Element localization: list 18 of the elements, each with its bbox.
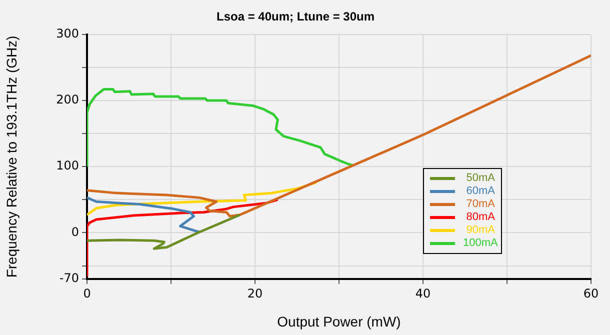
y-tick-label: -70 (59, 271, 79, 286)
y-tick-label: 100 (56, 158, 79, 173)
y-tick-label: 0 (71, 224, 79, 239)
x-tick-label: 0 (83, 286, 91, 300)
legend-label: 50mA (465, 172, 495, 185)
y-tick-label: 200 (56, 92, 79, 107)
legend-label: 80mA (465, 211, 495, 224)
y-tick-label: 300 (56, 26, 79, 41)
chart-title: Lsoa = 40um; Ltune = 30um (216, 10, 375, 24)
y-axis-title: Frequency Relative to 193.1THz (GHz) (3, 36, 20, 278)
x-tick-label: 60 (583, 286, 599, 300)
x-tick-label: 20 (247, 286, 263, 300)
legend-label: 90mA (465, 224, 495, 237)
legend-label: 100mA (463, 237, 498, 250)
x-axis-title: Output Power (mW) (277, 313, 401, 330)
legend-label: 70mA (465, 198, 495, 211)
legend-label: 60mA (465, 185, 495, 198)
x-tick-label: 40 (415, 286, 431, 300)
